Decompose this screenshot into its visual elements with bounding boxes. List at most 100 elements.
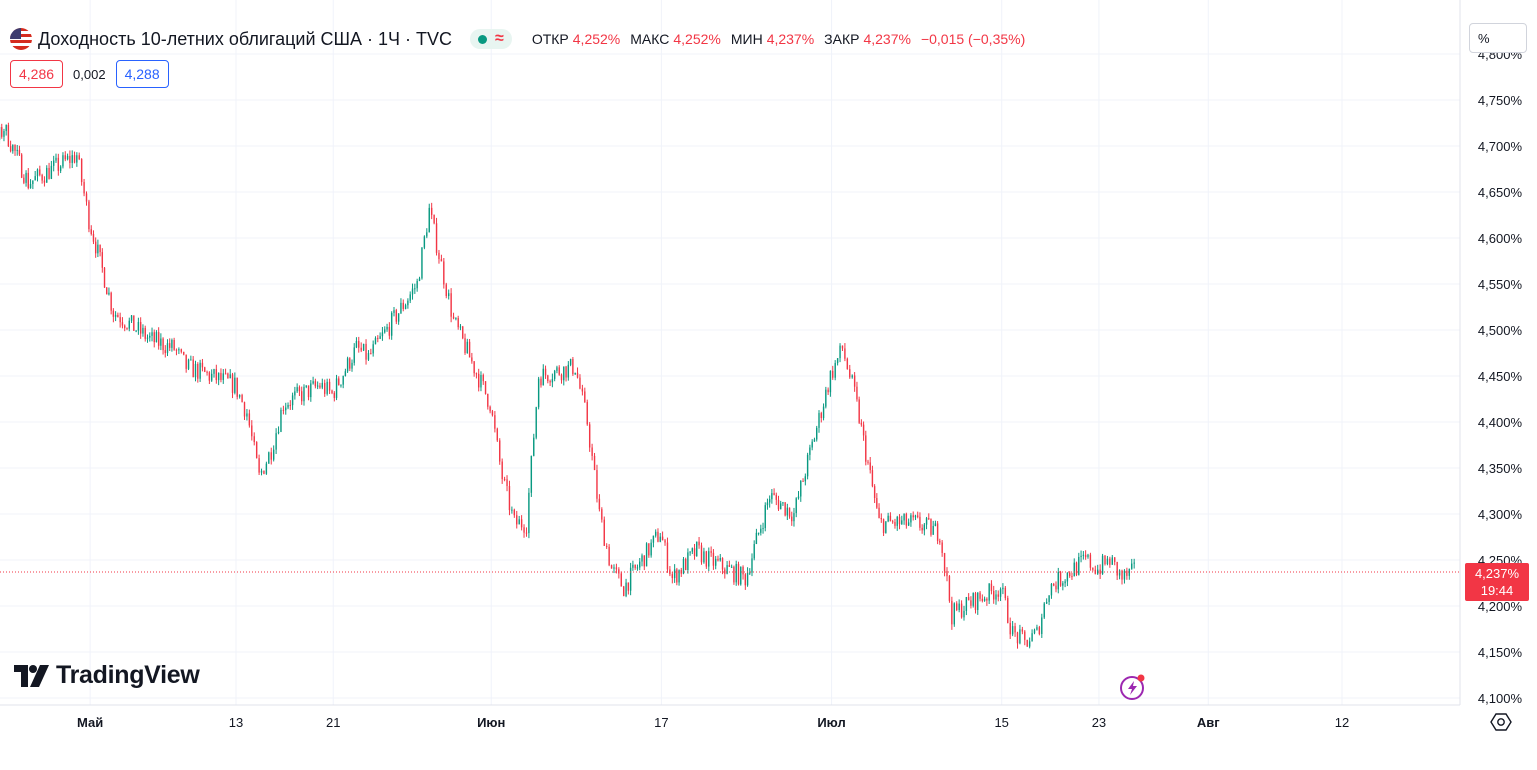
lightning-icon[interactable]	[1118, 672, 1148, 702]
candle-body	[645, 543, 648, 567]
candle-body	[800, 480, 802, 497]
candle-body	[1026, 639, 1028, 647]
candle-body	[749, 572, 751, 574]
candle-body	[1111, 557, 1113, 565]
candle-body	[135, 330, 137, 332]
candle-body	[265, 463, 268, 474]
candle-body	[865, 435, 867, 462]
candle-body	[423, 236, 426, 248]
candle-body	[142, 327, 144, 334]
candle-body	[282, 409, 285, 411]
candle-body	[788, 507, 791, 517]
y-tick-label: 4,600%	[1478, 231, 1523, 246]
candle-body	[654, 531, 657, 536]
candle-body	[742, 566, 744, 575]
ask-price-button[interactable]: 4,288	[115, 60, 169, 88]
candle-body	[914, 515, 917, 518]
unit-selector[interactable]: %	[1469, 23, 1527, 53]
candle-body	[253, 436, 255, 443]
candle-body	[1109, 558, 1111, 565]
x-tick-label: 17	[654, 715, 668, 730]
candle-body	[321, 382, 323, 388]
candle-body	[344, 371, 347, 377]
candle-body	[298, 387, 301, 392]
candle-body	[627, 582, 630, 591]
candle-body	[222, 373, 224, 380]
candle-body	[342, 376, 344, 385]
candle-body	[48, 167, 50, 179]
candle-body	[85, 193, 88, 202]
candle-body	[946, 570, 948, 577]
symbol-title[interactable]: Доходность 10-летних облигаций США · 1Ч …	[38, 28, 453, 49]
candle-body	[882, 519, 885, 533]
settings-icon[interactable]	[1490, 711, 1512, 733]
candle-body	[755, 532, 758, 545]
candle-body	[910, 515, 912, 523]
candle-body	[746, 572, 749, 586]
candle-body	[907, 522, 910, 526]
candle-body	[128, 320, 130, 329]
candle-body	[970, 600, 972, 606]
y-tick-label: 4,650%	[1478, 185, 1523, 200]
candle-body	[349, 358, 351, 369]
candle-body	[795, 498, 797, 514]
candle-body	[563, 366, 565, 381]
ohlc-low-label: МИН	[730, 31, 763, 47]
candle-body	[3, 131, 5, 137]
candle-body	[780, 503, 782, 510]
candle-body	[92, 233, 95, 242]
candle-body	[473, 361, 475, 374]
candle-body	[1041, 617, 1043, 634]
candle-body	[137, 321, 140, 331]
candle-body	[744, 574, 747, 586]
candle-body	[360, 347, 362, 351]
bid-price-button[interactable]: 4,286	[10, 60, 64, 88]
candle-body	[818, 413, 820, 428]
candle-body	[1043, 603, 1045, 618]
candle-body	[326, 381, 328, 394]
candle-body	[804, 476, 807, 482]
candle-body	[565, 366, 567, 378]
candle-body	[384, 329, 386, 333]
market-status[interactable]: ≈	[470, 29, 512, 49]
candle-body	[1118, 570, 1121, 576]
candle-body	[844, 348, 846, 359]
candle-body	[331, 390, 333, 393]
candle-body	[438, 252, 440, 260]
candle-body	[768, 499, 771, 503]
candle-body	[584, 391, 586, 403]
candle-body	[119, 317, 121, 323]
candle-body	[71, 155, 73, 163]
candle-body	[876, 498, 878, 508]
time-axis[interactable]: Май 13 21 Июн 17 Июл 15 23 Авг 12	[0, 704, 1460, 730]
candle-body	[988, 583, 990, 601]
tradingview-logo[interactable]: TradingView	[14, 661, 200, 690]
candle-body	[956, 603, 958, 610]
candle-body	[319, 385, 321, 388]
ohlc-open-label: ОТКР	[531, 31, 569, 47]
candle-body	[1082, 554, 1085, 556]
candle-body	[477, 373, 480, 388]
candle-body	[508, 486, 511, 511]
candle-body	[1089, 554, 1092, 568]
candle-body	[786, 507, 789, 516]
candle-body	[215, 369, 218, 381]
candle-body	[960, 603, 963, 618]
price-axis[interactable]: 4,100%4,150%4,200%4,250%4,300%4,350%4,40…	[1459, 0, 1523, 706]
candle-body	[381, 332, 384, 337]
candle-body	[871, 470, 874, 487]
candle-body	[372, 344, 374, 354]
candle-body	[358, 340, 360, 348]
candle-body	[351, 362, 353, 369]
candle-body	[891, 521, 894, 523]
candle-body	[1033, 629, 1036, 634]
candle-body	[813, 439, 816, 442]
candle-body	[197, 363, 199, 379]
candle-body	[194, 363, 197, 378]
candle-body	[820, 413, 822, 419]
candle-body	[618, 569, 620, 574]
candle-body	[1075, 562, 1078, 575]
candle-body	[977, 592, 979, 611]
candle-body	[312, 381, 314, 384]
